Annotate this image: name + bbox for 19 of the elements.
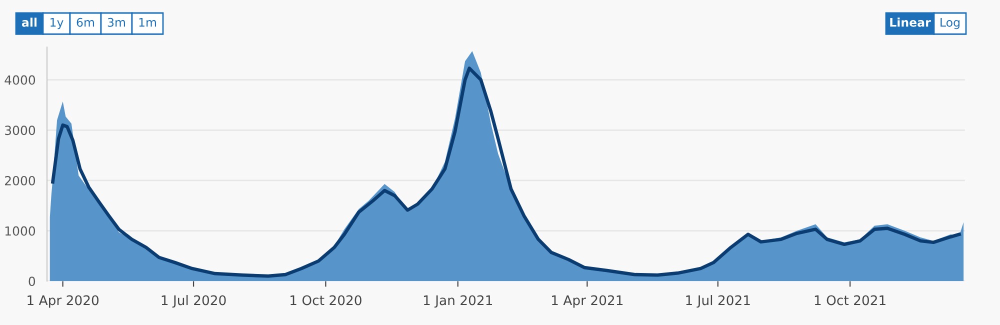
- y-tick-label: 1000: [5, 226, 36, 236]
- text: 1m: [139, 18, 156, 27]
- text: 6m: [76, 18, 94, 27]
- text: all: [22, 18, 37, 27]
- y-tick-label: 0: [28, 276, 36, 286]
- y-tick-label: 4000: [4, 75, 36, 85]
- x-tick-label: 1 Jul 2021: [686, 295, 750, 308]
- x-tick-label: 1 Oct 2021: [814, 295, 886, 306]
- text: 1y: [50, 18, 64, 30]
- x-tick-label: 1 Oct 2020: [290, 295, 362, 306]
- x-tick-label: 1 Apr 2020: [28, 295, 99, 308]
- x-tick-label: 1 Apr 2021: [552, 295, 623, 308]
- x-tick-label: 1 Jul 2020: [162, 295, 226, 308]
- text: Log: [940, 18, 960, 30]
- y-tick-label: 2000: [4, 176, 36, 186]
- y-tick-label: 3000: [5, 126, 36, 136]
- text: Linear: [890, 18, 931, 27]
- x-tick-label: 1 Jan 2021: [424, 295, 492, 308]
- text: 3m: [108, 18, 126, 27]
